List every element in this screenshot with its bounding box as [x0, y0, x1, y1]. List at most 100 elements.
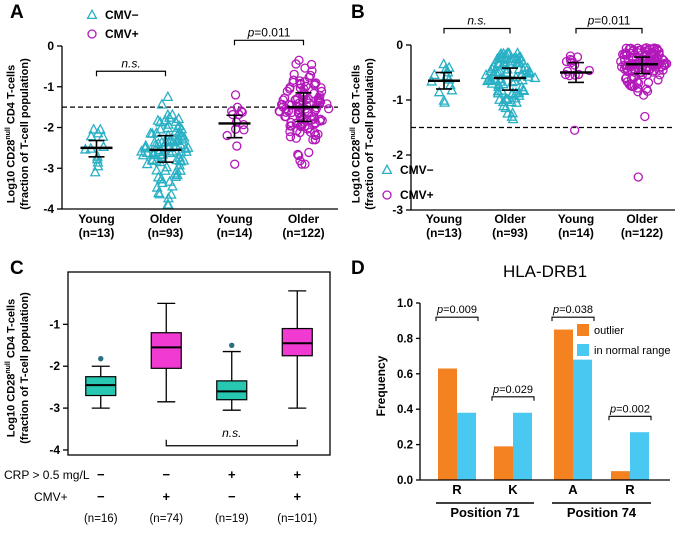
data-point-triangle — [433, 86, 445, 97]
scatter-group-3 — [222, 90, 249, 169]
x-category-n: (n=122) — [282, 226, 324, 240]
data-point-triangle — [176, 123, 188, 134]
data-point-circle — [293, 149, 303, 160]
panel-a-y-axis-label-line2: (fraction of T-cell population) — [18, 58, 31, 210]
bar-outlier — [611, 471, 630, 480]
data-point-triangle — [381, 163, 393, 175]
data-point-triangle — [169, 167, 181, 178]
data-point-circle — [305, 127, 316, 137]
data-point-triangle — [178, 131, 190, 142]
data-point-triangle — [490, 65, 502, 77]
data-point-triangle — [501, 93, 513, 104]
data-point-circle — [640, 111, 650, 122]
data-point-triangle — [518, 84, 530, 95]
data-point-circle — [642, 69, 653, 80]
data-point-circle — [626, 74, 637, 84]
allele-label: A — [568, 482, 578, 497]
data-point-triangle — [147, 147, 159, 158]
data-point-circle — [570, 70, 580, 80]
data-point-circle — [584, 65, 594, 76]
data-point-triangle — [92, 150, 103, 161]
data-point-triangle — [164, 146, 176, 158]
data-point-triangle — [171, 168, 183, 180]
median-iqr-bar — [494, 67, 526, 91]
outlier-point — [98, 355, 104, 362]
x-category-label: Older — [494, 212, 526, 226]
scatter-group-1 — [79, 123, 110, 177]
data-point-circle — [620, 74, 631, 84]
significance-label: n.s. — [467, 14, 486, 28]
significance-bracket — [575, 27, 643, 34]
data-point-triangle — [438, 94, 450, 105]
allele-label: R — [625, 482, 635, 497]
data-point-circle — [570, 125, 580, 135]
data-point-triangle — [175, 155, 187, 166]
data-point-circle — [305, 70, 316, 81]
x-category-n: (n=13) — [426, 226, 462, 240]
row-value: − — [228, 489, 236, 504]
row-value: + — [228, 467, 236, 482]
row-value: + — [293, 467, 301, 482]
y-tick-label: -3 — [392, 203, 403, 217]
data-point-triangle — [176, 133, 188, 144]
data-point-circle — [638, 90, 649, 100]
x-category-label: Young — [78, 212, 114, 226]
data-point-circle — [315, 116, 325, 126]
data-point-circle — [286, 121, 297, 131]
data-point-triangle — [494, 75, 506, 86]
data-point-triangle — [492, 87, 504, 98]
legend-label: CMV+ — [400, 188, 434, 202]
data-point-circle — [660, 60, 670, 71]
data-point-triangle — [492, 57, 504, 68]
data-point-triangle — [529, 71, 541, 83]
median-iqr-bar — [80, 139, 113, 158]
data-point-triangle — [511, 96, 522, 107]
data-point-triangle — [159, 114, 171, 125]
data-point-triangle — [162, 192, 174, 203]
x-category-label: Young — [426, 212, 462, 226]
panel-c-y-axis-label-line1: Log10 CD28null CD4 T-cells — [5, 298, 18, 438]
data-point-circle — [313, 95, 323, 105]
box-group-3 — [216, 342, 248, 411]
data-point-triangle — [522, 67, 534, 78]
row-value: − — [97, 467, 105, 482]
data-point-triangle — [92, 160, 104, 171]
data-point-circle — [655, 70, 665, 80]
data-point-triangle — [508, 52, 520, 63]
data-point-circle — [306, 59, 317, 70]
row-value: − — [97, 489, 105, 504]
y-tick-label: -3 — [49, 401, 60, 415]
significance-label: n.s. — [222, 426, 241, 440]
data-point-triangle — [152, 171, 164, 182]
significance-label: p=0.038 — [552, 304, 593, 316]
y-tick-label: -2 — [43, 121, 54, 135]
data-point-triangle — [182, 141, 194, 152]
y-tick-label: -1 — [43, 80, 54, 94]
significance-label: n.s. — [121, 56, 140, 70]
data-point-circle — [232, 141, 242, 151]
p-value-bracket — [551, 316, 595, 322]
legend-label: outlier — [594, 325, 624, 337]
data-point-triangle — [159, 164, 171, 175]
panel-a-y-axis-label-line1: Log10 CD28null CD4 T-cells — [5, 64, 18, 204]
data-point-circle — [382, 190, 392, 200]
data-point-triangle — [156, 98, 168, 109]
data-point-circle — [561, 69, 571, 80]
data-point-triangle — [149, 136, 161, 147]
p-value-bracket — [608, 415, 652, 421]
panel-c-letter: C — [10, 258, 24, 279]
panel-a: A Log10 CD28null CD4 T-cells (fraction o… — [0, 0, 345, 258]
data-point-circle — [624, 44, 635, 54]
data-point-triangle — [512, 47, 524, 58]
data-point-circle — [87, 29, 97, 39]
y-tick-label: -3 — [43, 161, 54, 175]
data-point-triangle — [151, 164, 163, 175]
significance-bracket — [233, 39, 305, 46]
data-point-circle — [621, 43, 631, 53]
data-point-triangle — [156, 173, 168, 184]
data-point-triangle — [175, 138, 187, 150]
bar-normal-range — [513, 412, 532, 480]
panel-a-y-axis-label: Log10 CD28null CD4 T-cells (fraction of … — [2, 28, 32, 240]
panel-a-chart: Young(n=13)Older(n=93)Young(n=14)Older(n… — [43, 8, 338, 240]
